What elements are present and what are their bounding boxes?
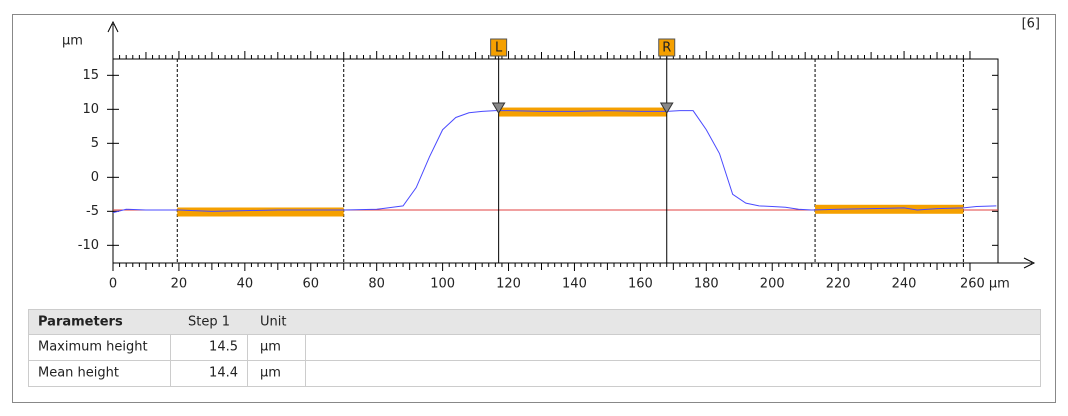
region-band	[177, 207, 344, 217]
y-tick-label: 0	[91, 170, 99, 185]
cursor-marker	[491, 102, 506, 115]
x-tick-label: 120	[496, 277, 521, 292]
x-tick-label: 180	[694, 277, 719, 292]
y-tick-label: 5	[91, 136, 99, 151]
region-band	[815, 204, 964, 214]
x-tick-label: 100	[430, 277, 455, 292]
table-header: Unit	[260, 315, 286, 330]
table-cell: 14.4	[209, 366, 238, 381]
table-header: Step 1	[188, 315, 230, 330]
x-tick-label: 40	[237, 277, 254, 292]
x-tick-label: 20	[171, 277, 188, 292]
x-tick-label: 60	[302, 277, 319, 292]
cursor-label: L	[495, 41, 503, 56]
y-tick-label: 15	[82, 68, 99, 83]
arrow-head	[107, 20, 119, 33]
x-tick-label: 200	[760, 277, 785, 292]
cursor-handle[interactable]	[658, 38, 676, 57]
table: Parameters Step 1 Unit Maximum height 14…	[28, 309, 1041, 387]
table-cell: Mean height	[38, 366, 119, 381]
cursor-handle[interactable]	[490, 38, 508, 57]
y-axis-label: µm	[62, 34, 83, 49]
region-band	[498, 107, 667, 117]
x-tick-label: 0	[109, 277, 117, 292]
y-tick-label: -10	[78, 238, 99, 253]
x-tick-label: 240	[892, 277, 917, 292]
arrow-head	[1023, 257, 1036, 269]
profile-line	[112, 110, 997, 214]
table-cell: 14.5	[209, 340, 238, 355]
x-tick-label: 260 µm	[960, 277, 1010, 292]
table-cell: µm	[260, 366, 281, 381]
table-header-bg	[29, 310, 1040, 334]
cursor-marker	[659, 102, 674, 115]
y-tick-label: 10	[82, 102, 99, 117]
x-tick-label: 140	[562, 277, 587, 292]
table-cell: Maximum height	[38, 340, 148, 355]
table-cell: µm	[260, 340, 281, 355]
y-tick-label: -5	[86, 204, 99, 219]
x-tick-label: 220	[826, 277, 851, 292]
x-tick-label: 80	[368, 277, 385, 292]
badge: [6]	[1022, 17, 1040, 32]
table-header: Parameters	[38, 315, 123, 330]
x-tick-label: 160	[628, 277, 653, 292]
cursor-label: R	[662, 41, 671, 56]
